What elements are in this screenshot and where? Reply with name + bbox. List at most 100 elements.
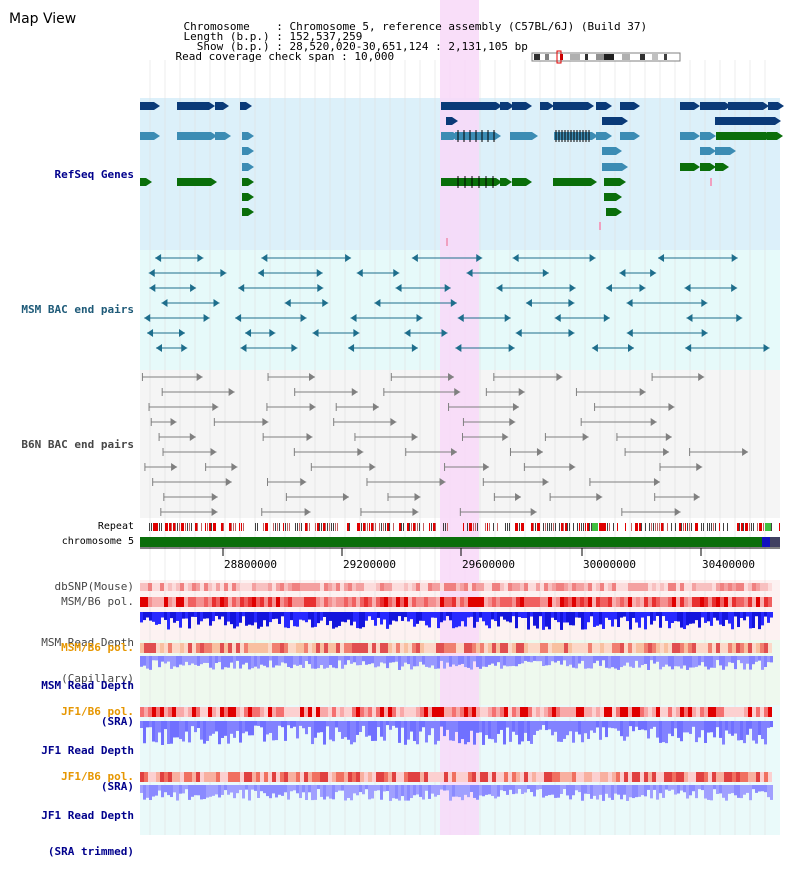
- jf1-depth-sra-bar: [617, 721, 620, 731]
- msm-depth-capillary-bar: [542, 612, 545, 630]
- track-label-msm-b6-pol-sra[interactable]: MSM/B6 pol.: [61, 641, 134, 654]
- jf1-depth-trimmed-bar: [374, 785, 377, 791]
- repeat-mark: [305, 523, 308, 531]
- track-label-msm-depth-sra[interactable]: MSM Read Depth (SRA): [41, 656, 134, 752]
- msm-pol-heat: [344, 597, 348, 607]
- jf1-depth-sra-bar: [566, 721, 569, 736]
- track-label-jf1-b6-pol-2[interactable]: JF1/B6 pol.: [61, 770, 134, 783]
- msm-depth-sra-bar: [221, 656, 224, 670]
- msm-depth-sra-bar: [689, 656, 692, 668]
- track-label-msm-b6-pol[interactable]: MSM/B6 pol.: [61, 595, 134, 608]
- track-label-jf1-b6-pol-1[interactable]: JF1/B6 pol.: [61, 705, 134, 718]
- jf1-depth-sra-bar: [242, 721, 245, 734]
- jf1-depth-trimmed-bar: [443, 785, 446, 791]
- jf1-depth-trimmed-bar: [344, 785, 347, 801]
- jf1-pol-heat: [484, 707, 488, 717]
- strand-arrow-icon: [351, 388, 358, 396]
- msm-depth-sra-bar: [647, 656, 650, 670]
- jf1-pol-heat: [668, 707, 672, 717]
- msm-depth-sra-bar: [593, 656, 596, 664]
- jf1-depth-trimmed-bar: [350, 785, 353, 801]
- strand-arrow-icon: [694, 163, 700, 171]
- msm-pol-heat: [596, 597, 600, 607]
- jf1-pol-heat: [428, 707, 432, 717]
- msm-depth-capillary-bar: [338, 612, 341, 626]
- track-label-dbsnp[interactable]: dbSNP(Mouse): [54, 580, 134, 593]
- dbsnp-heat: [244, 583, 248, 591]
- msm-depth-sra-bar: [227, 656, 230, 668]
- jf1-pol-heat-2: [548, 772, 552, 782]
- repeat-mark: [299, 523, 300, 531]
- ideogram-band: [570, 54, 580, 60]
- jf1-depth-sra-bar: [608, 721, 611, 728]
- repeat-mark: [181, 523, 184, 531]
- msm-depth-sra-bar: [554, 656, 557, 663]
- repeat-mark: [155, 523, 158, 531]
- jf1-depth-trimmed-bar: [716, 785, 719, 794]
- jf1-depth-trimmed-bar: [341, 785, 344, 791]
- jf1-pol-heat: [524, 707, 528, 717]
- strand-arrow-icon: [345, 254, 352, 262]
- msm-pol-heat: [668, 597, 672, 607]
- msm-pol-heat: [696, 597, 700, 607]
- msm-depth-sra-bar: [290, 656, 293, 669]
- jf1-depth-sra-bar: [728, 721, 731, 734]
- repeat-mark: [383, 523, 384, 531]
- repeat-mark: [757, 523, 758, 531]
- strand-arrow-icon: [588, 102, 594, 110]
- msm-depth-sra-bar: [287, 656, 290, 668]
- msm-depth-capillary-bar: [629, 612, 632, 630]
- msm-depth-capillary-bar: [527, 612, 530, 630]
- msm-depth-capillary-bar: [749, 612, 752, 629]
- msm-depth-capillary-bar: [242, 612, 245, 617]
- msm-depth-sra-bar: [455, 656, 458, 667]
- msm-pol-sra-heat: [324, 643, 328, 653]
- msm-pol-sra-heat: [320, 643, 324, 653]
- repeat-mark: [283, 523, 284, 531]
- dbsnp-heat: [708, 583, 712, 591]
- axis-tick-label: 29600000: [462, 558, 515, 571]
- jf1-depth-trimmed-bar: [467, 785, 470, 798]
- jf1-depth-trimmed-bar: [659, 785, 662, 794]
- track-label-msm-bac[interactable]: MSM BAC end pairs: [21, 303, 134, 316]
- jf1-pol-heat-2: [592, 772, 596, 782]
- repeat-mark: [497, 523, 498, 531]
- msm-depth-sra-bar: [611, 656, 614, 668]
- dbsnp-heat: [216, 583, 220, 591]
- msm-depth-sra-bar: [725, 656, 728, 667]
- dbsnp-heat: [156, 583, 160, 591]
- strand-arrow-icon: [685, 344, 692, 352]
- jf1-depth-trimmed-bar: [611, 785, 614, 800]
- jf1-pol-heat-2: [620, 772, 624, 782]
- msm-pol-sra-heat: [440, 643, 444, 653]
- msm-depth-sra-bar: [278, 656, 281, 666]
- dbsnp-heat: [252, 583, 256, 591]
- msm-pol-sra-heat: [436, 643, 440, 653]
- refseq-gene: [441, 178, 496, 186]
- track-label-jf1-depth-sra[interactable]: JF1 Read Depth (SRA): [41, 721, 134, 817]
- msm-depth-sra-bar: [506, 656, 509, 667]
- msm-depth-capillary-bar: [695, 612, 698, 621]
- jf1-pol-heat-2: [388, 772, 392, 782]
- msm-depth-capillary-bar: [398, 612, 401, 617]
- jf1-pol-heat-2: [320, 772, 324, 782]
- msm-pol-heat: [460, 597, 464, 607]
- msm-depth-capillary-bar: [221, 612, 224, 617]
- jf1-depth-trimmed-bar: [422, 785, 425, 800]
- msm-pol-heat: [248, 597, 252, 607]
- jf1-depth-sra-bar: [536, 721, 539, 731]
- strand-arrow-icon: [554, 314, 561, 322]
- msm-pol-heat: [456, 597, 460, 607]
- jf1-depth-trimmed-bar: [626, 785, 629, 801]
- track-label-refseq[interactable]: RefSeq Genes: [54, 168, 134, 181]
- track-label-msm-depth-capillary[interactable]: MSM Read Depth (Capillary): [41, 613, 134, 709]
- dbsnp-heat: [464, 583, 468, 591]
- track-label-jf1-depth-trimmed[interactable]: JF1 Read Depth (SRA trimmed): [41, 786, 134, 882]
- refseq-gene: [715, 163, 723, 171]
- msm-pol-sra-heat: [684, 643, 688, 653]
- msm-pol-heat: [728, 597, 732, 607]
- track-label-b6n-bac[interactable]: B6N BAC end pairs: [21, 438, 134, 451]
- msm-pol-heat: [480, 597, 484, 607]
- repeat-mark: [435, 523, 436, 531]
- jf1-pol-heat-2: [300, 772, 304, 782]
